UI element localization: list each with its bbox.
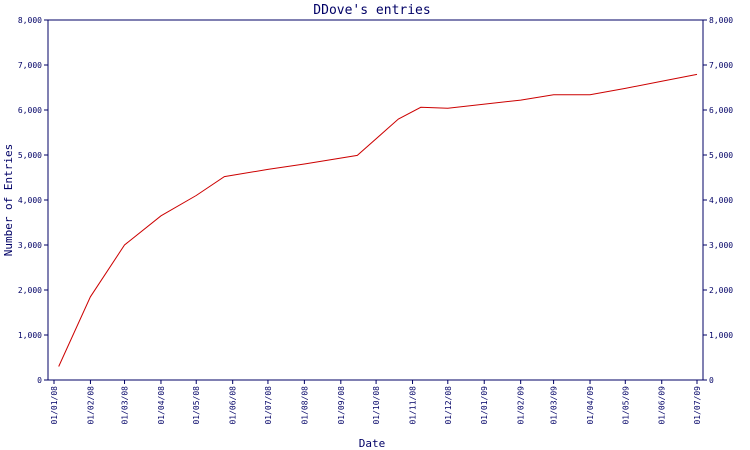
x-tick-label: 01/03/08 — [121, 386, 130, 425]
y-tick-label-right: 4,000 — [709, 196, 733, 205]
x-tick-label: 01/05/09 — [621, 386, 630, 425]
y-tick-label-right: 5,000 — [709, 151, 733, 160]
y-tick-label-left: 0 — [37, 376, 42, 385]
x-tick-label: 01/09/08 — [337, 386, 346, 425]
y-tick-label-right: 0 — [709, 376, 714, 385]
x-tick-label: 01/07/08 — [264, 386, 273, 425]
x-tick-label: 01/12/08 — [444, 386, 453, 425]
x-tick-label: 01/06/09 — [658, 386, 667, 425]
y-axis-right: 0 1,000 2,000 3,000 4,000 5,000 6,000 7,000 8,00… — [703, 16, 733, 385]
plot-area-frame — [47, 19, 704, 381]
y-tick-label-right: 7,000 — [709, 61, 733, 70]
x-axis: 01/01/08 01/02/08 01/03/08 01/04/08 01/05/08… — [50, 380, 702, 425]
y-tick-label-right: 8,000 — [709, 16, 733, 25]
x-tick-label: 01/04/08 — [157, 386, 166, 425]
series-line — [58, 73, 698, 367]
y-tick-label-left: 4,000 — [18, 196, 42, 205]
y-tick-label-right: 3,000 — [709, 241, 733, 250]
x-tick-label: 01/07/09 — [693, 386, 702, 425]
y-tick-label-left: 8,000 — [18, 16, 42, 25]
x-tick-label: 01/05/08 — [192, 386, 201, 425]
x-tick-label: 01/02/08 — [86, 386, 95, 425]
x-tick-label: 01/04/09 — [586, 386, 595, 425]
x-tick-label: 01/10/08 — [372, 386, 381, 425]
x-tick-label: 01/02/09 — [517, 386, 526, 425]
x-tick-label: 01/01/09 — [480, 386, 489, 425]
x-tick-label: 01/08/08 — [300, 386, 309, 425]
y-tick-label-left: 5,000 — [18, 151, 42, 160]
chart-title: DDove's entries — [313, 3, 430, 18]
y-axis-left: 0 1,000 2,000 3,000 4,000 5,000 6,000 7,000 8,00… — [18, 16, 48, 385]
y-tick-label-left: 2,000 — [18, 286, 42, 295]
y-tick-label-left: 3,000 — [18, 241, 42, 250]
x-axis-label: Date — [359, 437, 386, 450]
y-tick-label-right: 1,000 — [709, 331, 733, 340]
y-tick-label-left: 6,000 — [18, 106, 42, 115]
y-tick-label-right: 6,000 — [709, 106, 733, 115]
x-tick-label: 01/06/08 — [229, 386, 238, 425]
y-tick-label-right: 2,000 — [709, 286, 733, 295]
x-tick-label: 01/03/09 — [550, 386, 559, 425]
x-tick-label: 01/01/08 — [50, 386, 59, 425]
y-tick-label-left: 7,000 — [18, 61, 42, 70]
y-tick-label-left: 1,000 — [18, 331, 42, 340]
x-tick-label: 01/11/08 — [409, 386, 418, 425]
y-axis-label: Number of Entries — [2, 144, 15, 257]
series-layer — [58, 73, 698, 367]
